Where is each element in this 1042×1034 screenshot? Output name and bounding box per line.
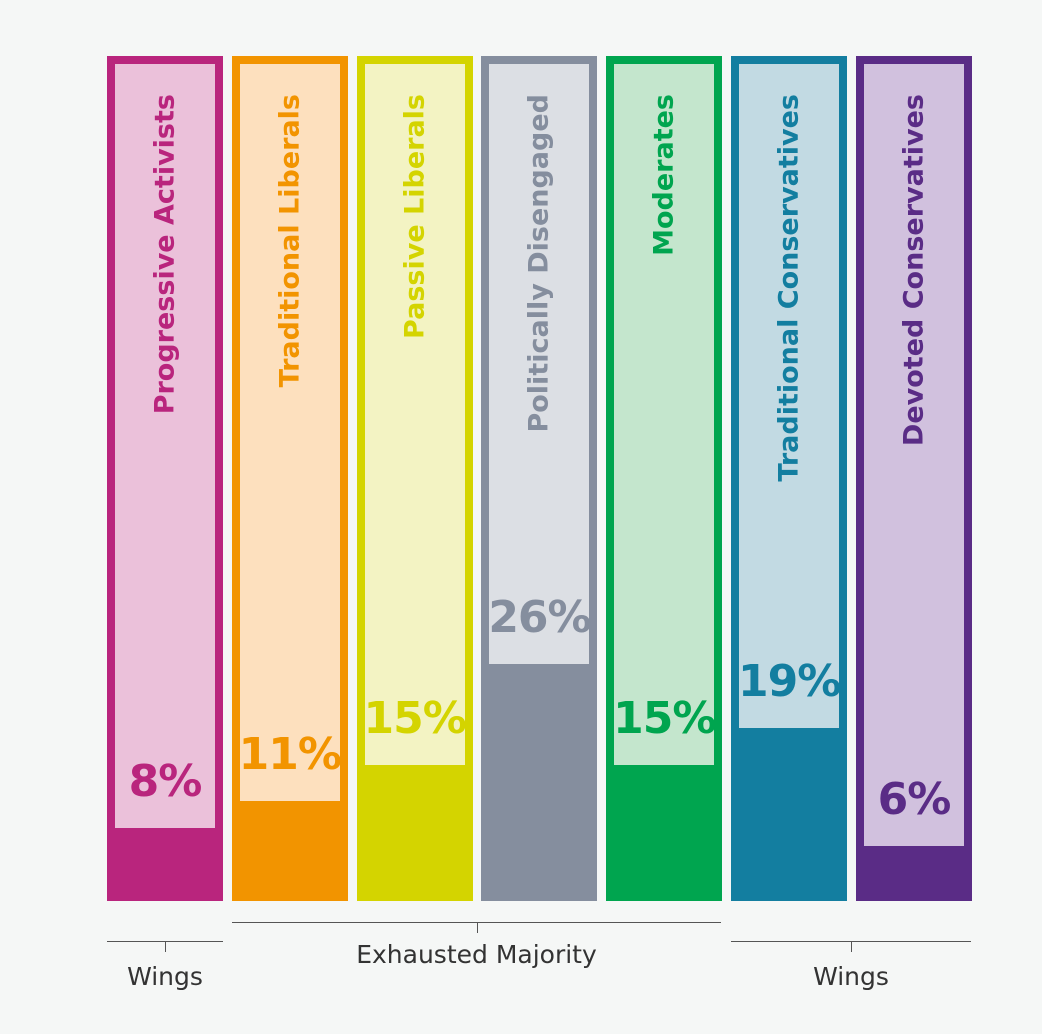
- value-label: 26%: [488, 592, 591, 644]
- group-label: Wings: [813, 962, 889, 991]
- bar-fill: [107, 828, 223, 901]
- group-label: Exhausted Majority: [356, 940, 597, 969]
- group-bracket-tick: [477, 922, 478, 933]
- bar-politically-disengaged: Politically Disengaged 26%: [481, 56, 598, 901]
- bar-background: [863, 64, 964, 847]
- bar-fill: [356, 764, 473, 901]
- value-label: 6%: [877, 774, 952, 826]
- bar-fill: [855, 846, 972, 901]
- bar-background: [364, 64, 465, 765]
- value-label: 15%: [613, 692, 716, 744]
- bar-moderates: Moderates 15%: [606, 56, 723, 901]
- bar-background: [115, 64, 215, 829]
- value-label: 11%: [238, 728, 342, 780]
- bar-background: [614, 64, 715, 765]
- bar-progressive-activists: Progressive Activists 8%: [107, 56, 223, 901]
- category-label: Traditional Conservatives: [773, 94, 805, 482]
- bar-fill: [231, 800, 348, 901]
- bar-background: [739, 64, 840, 729]
- bar-background: [489, 64, 590, 665]
- value-label: 8%: [128, 756, 203, 808]
- category-label: Traditional Liberals: [274, 94, 306, 388]
- category-label: Devoted Conservatives: [898, 94, 930, 447]
- bar-fill: [731, 728, 848, 901]
- bar-fill: [481, 664, 598, 901]
- group-bracket-tick: [165, 941, 166, 952]
- group-bracket-tick: [851, 941, 852, 952]
- group-bracket-line: [232, 922, 721, 923]
- group-label: Wings: [127, 962, 203, 991]
- bar-devoted-conservatives: Devoted Conservatives 6%: [855, 56, 972, 901]
- bar-passive-liberals: Passive Liberals 15%: [356, 56, 473, 901]
- category-label: Passive Liberals: [399, 94, 431, 339]
- bar-fill: [606, 764, 723, 901]
- bar-traditional-conservatives: Traditional Conservatives 19%: [731, 56, 848, 901]
- value-label: 15%: [363, 692, 466, 744]
- value-label: 19%: [737, 656, 841, 708]
- bar-traditional-liberals: Traditional Liberals 11%: [231, 56, 348, 901]
- category-label: Progressive Activists: [149, 94, 181, 415]
- bar-background: [239, 64, 340, 801]
- category-label: Moderates: [648, 94, 680, 256]
- category-label: Politically Disengaged: [523, 94, 555, 433]
